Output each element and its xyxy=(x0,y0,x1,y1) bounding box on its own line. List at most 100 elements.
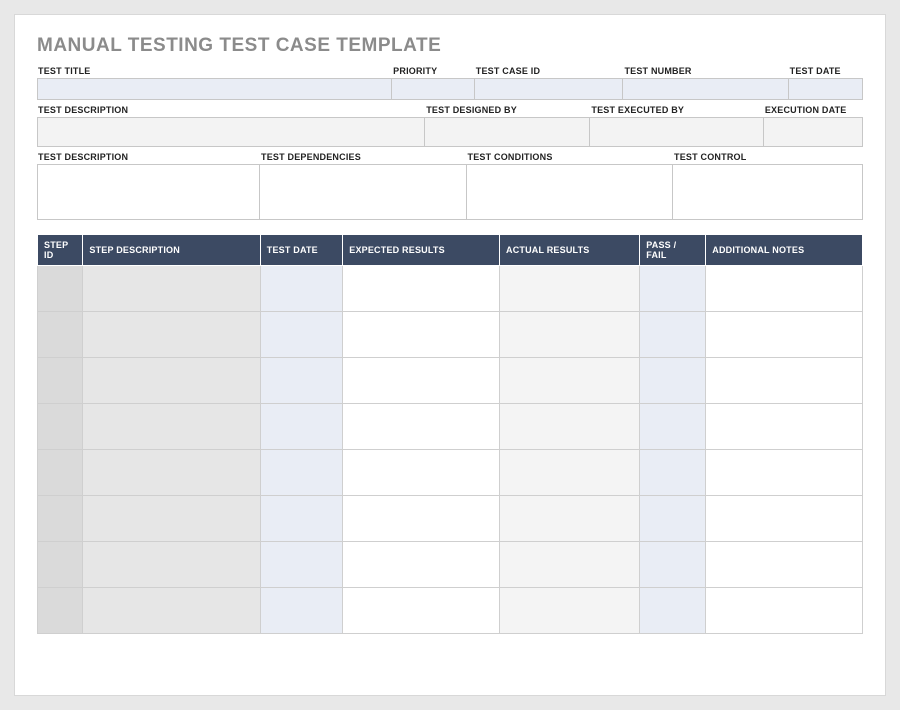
table-cell[interactable] xyxy=(260,588,343,634)
table-cell[interactable] xyxy=(343,496,500,542)
field-test-title: TEST TITLE xyxy=(37,63,392,100)
table-row xyxy=(38,266,863,312)
table-row xyxy=(38,450,863,496)
table-cell[interactable] xyxy=(260,266,343,312)
label-priority: PRIORITY xyxy=(392,63,475,78)
table-cell[interactable] xyxy=(343,358,500,404)
input-test-dependencies[interactable] xyxy=(260,164,467,220)
table-cell[interactable] xyxy=(500,588,640,634)
input-test-date[interactable] xyxy=(789,78,863,100)
field-test-designed-by: TEST DESIGNED BY xyxy=(425,102,590,147)
input-priority[interactable] xyxy=(392,78,475,100)
table-cell[interactable] xyxy=(706,404,863,450)
table-cell[interactable] xyxy=(83,358,260,404)
input-test-case-id[interactable] xyxy=(475,78,624,100)
field-test-conditions: TEST CONDITIONS xyxy=(467,149,674,220)
meta-row-2: TEST DESCRIPTION TEST DESIGNED BY TEST E… xyxy=(37,102,863,147)
input-test-designed-by[interactable] xyxy=(425,117,590,147)
steps-body xyxy=(38,266,863,634)
label-test-conditions: TEST CONDITIONS xyxy=(467,149,674,164)
table-cell[interactable] xyxy=(500,496,640,542)
field-execution-date: EXECUTION DATE xyxy=(764,102,863,147)
table-row xyxy=(38,358,863,404)
input-test-number[interactable] xyxy=(623,78,788,100)
table-cell[interactable] xyxy=(38,266,83,312)
table-cell[interactable] xyxy=(640,312,706,358)
field-test-control: TEST CONTROL xyxy=(673,149,863,220)
table-cell[interactable] xyxy=(38,404,83,450)
table-cell[interactable] xyxy=(706,266,863,312)
template-sheet: MANUAL TESTING TEST CASE TEMPLATE TEST T… xyxy=(14,14,886,696)
table-cell[interactable] xyxy=(38,542,83,588)
input-test-title[interactable] xyxy=(37,78,392,100)
table-cell[interactable] xyxy=(500,312,640,358)
table-cell[interactable] xyxy=(640,588,706,634)
table-cell[interactable] xyxy=(706,588,863,634)
table-cell[interactable] xyxy=(706,450,863,496)
table-cell[interactable] xyxy=(343,588,500,634)
table-cell[interactable] xyxy=(500,266,640,312)
table-cell[interactable] xyxy=(500,404,640,450)
table-cell[interactable] xyxy=(640,496,706,542)
table-cell[interactable] xyxy=(500,450,640,496)
col-test-date: TEST DATE xyxy=(260,235,343,266)
table-cell[interactable] xyxy=(260,312,343,358)
input-test-conditions[interactable] xyxy=(467,164,674,220)
field-test-date: TEST DATE xyxy=(789,63,863,100)
table-cell[interactable] xyxy=(38,588,83,634)
field-test-executed-by: TEST EXECUTED BY xyxy=(590,102,763,147)
table-cell[interactable] xyxy=(640,358,706,404)
table-cell[interactable] xyxy=(640,404,706,450)
table-cell[interactable] xyxy=(83,588,260,634)
table-cell[interactable] xyxy=(83,312,260,358)
input-execution-date[interactable] xyxy=(764,117,863,147)
table-cell[interactable] xyxy=(343,450,500,496)
table-cell[interactable] xyxy=(706,496,863,542)
steps-header-row: STEP ID STEP DESCRIPTION TEST DATE EXPEC… xyxy=(38,235,863,266)
table-cell[interactable] xyxy=(343,266,500,312)
table-cell[interactable] xyxy=(640,266,706,312)
table-cell[interactable] xyxy=(343,404,500,450)
table-row xyxy=(38,542,863,588)
table-cell[interactable] xyxy=(260,496,343,542)
field-test-number: TEST NUMBER xyxy=(623,63,788,100)
label-test-description-a: TEST DESCRIPTION xyxy=(37,102,425,117)
label-test-executed-by: TEST EXECUTED BY xyxy=(590,102,763,117)
label-test-case-id: TEST CASE ID xyxy=(475,63,624,78)
col-pass-fail: PASS / FAIL xyxy=(640,235,706,266)
meta-row-1: TEST TITLE PRIORITY TEST CASE ID TEST NU… xyxy=(37,63,863,100)
table-cell[interactable] xyxy=(260,358,343,404)
table-cell[interactable] xyxy=(500,358,640,404)
input-test-description-b[interactable] xyxy=(37,164,260,220)
table-cell[interactable] xyxy=(500,542,640,588)
table-cell[interactable] xyxy=(83,542,260,588)
table-cell[interactable] xyxy=(38,496,83,542)
field-test-case-id: TEST CASE ID xyxy=(475,63,624,100)
table-cell[interactable] xyxy=(706,358,863,404)
table-cell[interactable] xyxy=(38,358,83,404)
table-cell[interactable] xyxy=(83,496,260,542)
table-cell[interactable] xyxy=(640,542,706,588)
table-cell[interactable] xyxy=(38,450,83,496)
table-cell[interactable] xyxy=(83,404,260,450)
table-cell[interactable] xyxy=(83,266,260,312)
table-cell[interactable] xyxy=(260,542,343,588)
table-cell[interactable] xyxy=(343,312,500,358)
table-row xyxy=(38,312,863,358)
table-cell[interactable] xyxy=(260,404,343,450)
table-cell[interactable] xyxy=(260,450,343,496)
table-cell[interactable] xyxy=(706,542,863,588)
table-cell[interactable] xyxy=(640,450,706,496)
label-test-control: TEST CONTROL xyxy=(673,149,863,164)
label-test-title: TEST TITLE xyxy=(37,63,392,78)
input-test-description-a[interactable] xyxy=(37,117,425,147)
table-cell[interactable] xyxy=(38,312,83,358)
table-row xyxy=(38,404,863,450)
input-test-control[interactable] xyxy=(673,164,863,220)
label-test-number: TEST NUMBER xyxy=(623,63,788,78)
table-cell[interactable] xyxy=(83,450,260,496)
steps-table: STEP ID STEP DESCRIPTION TEST DATE EXPEC… xyxy=(37,234,863,634)
input-test-executed-by[interactable] xyxy=(590,117,763,147)
table-cell[interactable] xyxy=(343,542,500,588)
table-cell[interactable] xyxy=(706,312,863,358)
